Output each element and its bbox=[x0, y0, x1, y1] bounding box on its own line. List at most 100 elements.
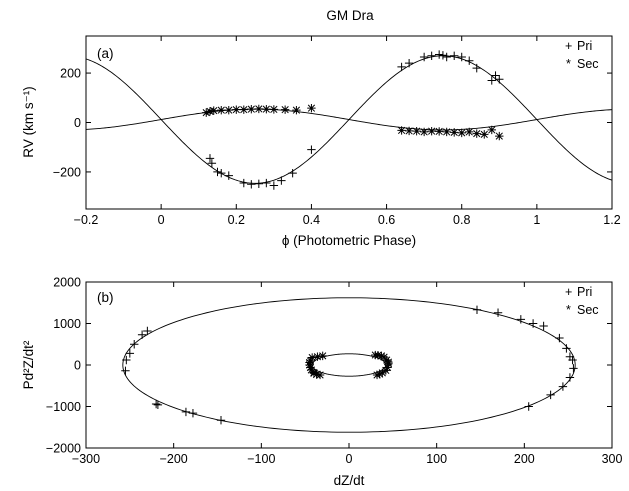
panel-a-secondary-point bbox=[397, 126, 406, 135]
panel-b-primary-point bbox=[555, 333, 564, 343]
panel-a-x-ticks: −0.2 0 0.2 0.4 0.6 0.8 1 1.2 bbox=[74, 36, 621, 227]
panel-b-legend-sec-label: Sec bbox=[577, 303, 599, 317]
panel-b-x-tick-label: 300 bbox=[602, 452, 623, 466]
panel-b-secondary-point bbox=[307, 353, 317, 362]
panel-b-secondary-point bbox=[383, 363, 392, 372]
panel-a-primary-point bbox=[254, 179, 264, 188]
panel-b-x-tick-label: −300 bbox=[72, 452, 100, 466]
panel-a-secondary-point bbox=[307, 103, 316, 113]
panel-a-y-tick-label: −200 bbox=[53, 165, 81, 179]
panel-a-primary-point bbox=[307, 145, 316, 154]
panel-a-secondary-point bbox=[202, 108, 211, 117]
panel-a-secondary-point bbox=[280, 105, 290, 114]
panel-a-x-tick-label: 0.8 bbox=[453, 213, 470, 227]
panel-a-legend-pri-label: Pri bbox=[577, 39, 592, 53]
panel-b-secondary-point bbox=[315, 370, 325, 380]
panel-b-y-tick-label: 1000 bbox=[53, 317, 81, 331]
panel-a-primary-points bbox=[205, 50, 504, 190]
panel-b-primary-point bbox=[516, 315, 526, 324]
panel-a-secondary-point bbox=[412, 126, 421, 136]
panel-b-x-ticks: −300 −200 −100 0 100 200 300 bbox=[72, 282, 623, 466]
panel-b-primary-point bbox=[122, 355, 131, 365]
panel-b-secondary-point bbox=[306, 356, 315, 366]
panel-b-primary-point bbox=[565, 373, 575, 382]
panel-b-legend-sec-symbol: * bbox=[566, 303, 571, 317]
panel-b-primary-point bbox=[539, 321, 548, 331]
panel-b-secondary-point bbox=[373, 351, 383, 360]
panel-b: (b) −300 −200 −100 0 100 200 300 200010000−100… bbox=[21, 276, 622, 489]
panel-a-primary-point bbox=[450, 51, 459, 60]
panel-a-label: (a) bbox=[97, 46, 114, 61]
panel-b-secondary-point bbox=[318, 351, 327, 361]
panel-b-primary-point bbox=[493, 308, 503, 317]
panel-a-secondary-point bbox=[427, 126, 436, 136]
panel-a-primary-point bbox=[213, 167, 222, 177]
panel-a-x-tick-label: 0 bbox=[158, 213, 165, 227]
panel-a-model-curves bbox=[85, 55, 613, 184]
panel-a-primary-point bbox=[247, 180, 256, 189]
panel-b-primary-point bbox=[130, 340, 139, 349]
panel-a-secondary-points bbox=[202, 103, 504, 141]
panel-b-secondary-point bbox=[305, 358, 314, 367]
panel-a-frame bbox=[85, 35, 613, 210]
panel-a-x-tick-label: 0.6 bbox=[378, 213, 395, 227]
panel-b-primary-point bbox=[546, 390, 555, 400]
panel-a-secondary-point bbox=[404, 126, 414, 136]
panel-a-primary-point bbox=[404, 58, 414, 68]
panel-a-secondary-point bbox=[217, 105, 226, 115]
panel-a-primary-point bbox=[397, 62, 406, 72]
panel-a-primary-point bbox=[487, 76, 496, 85]
panel-b-primary-point bbox=[216, 415, 226, 425]
panel-b-primary-point bbox=[188, 408, 198, 418]
panel-b-primary-point bbox=[153, 400, 163, 410]
panel-b-model-curves bbox=[122, 297, 576, 433]
panel-a-primary-point bbox=[427, 51, 436, 60]
panel-a-secondary-point bbox=[465, 127, 474, 137]
panel-a-primary-point bbox=[262, 178, 271, 188]
panel-b-legend: + Pri * Sec bbox=[565, 285, 599, 317]
panel-a-legend-pri-symbol: + bbox=[565, 39, 572, 53]
panel-b-secondary-point bbox=[306, 363, 315, 372]
panel-a-y-axis-label: RV (km s⁻¹) bbox=[21, 86, 36, 157]
panel-b-x-tick-label: 100 bbox=[426, 452, 447, 466]
panel-b-primary-point bbox=[181, 407, 191, 417]
panel-b-x-axis-label: dZ/dt bbox=[334, 473, 365, 488]
panel-a-secondary-point bbox=[232, 105, 241, 114]
panel-b-secondary-point bbox=[384, 357, 393, 367]
panel-a-secondary-model-curve bbox=[85, 108, 613, 131]
panel-b-primary-point bbox=[121, 366, 130, 376]
panel-b-x-tick-label: 0 bbox=[346, 452, 353, 466]
panel-a-secondary-point bbox=[450, 128, 459, 137]
panel-b-secondary-point bbox=[313, 352, 322, 361]
panel-b-primary-point bbox=[125, 349, 135, 358]
panel-a-secondary-point bbox=[239, 105, 248, 114]
panel-b-primary-point bbox=[143, 326, 152, 336]
panel-a-secondary-point bbox=[262, 104, 271, 114]
panel-b-legend-pri-label: Pri bbox=[577, 285, 592, 299]
panel-a-secondary-point bbox=[472, 129, 481, 138]
panel-b-primary-point bbox=[137, 330, 147, 339]
panel-b-secondary-point bbox=[309, 368, 319, 377]
panel-a-secondary-point bbox=[419, 127, 429, 137]
panel-b-frame bbox=[85, 281, 613, 449]
panel-a-y-tick-label: 0 bbox=[74, 116, 81, 130]
panel-b-secondary-point bbox=[372, 370, 382, 380]
panel-b-secondary-point bbox=[375, 369, 384, 379]
panel-b-primary-points bbox=[121, 305, 578, 425]
panel-a-secondary-point bbox=[487, 125, 496, 135]
panel-b-y-tick-label: −2000 bbox=[46, 442, 81, 456]
panel-a-x-tick-label: 1 bbox=[533, 213, 540, 227]
panel-a-secondary-point bbox=[209, 106, 218, 115]
panel-a-x-tick-label: −0.2 bbox=[74, 213, 99, 227]
panel-b-secondary-points bbox=[305, 350, 393, 380]
panel-a-primary-point bbox=[277, 176, 286, 185]
panel-a-primary-point bbox=[207, 159, 217, 168]
panel-a: GM Dra (a) −0.2 0 0.2 0.4 0.6 0.8 1 1.2 200 0 −20… bbox=[21, 8, 621, 248]
panel-a-primary-point bbox=[438, 51, 448, 60]
panel-a-primary-point bbox=[495, 75, 504, 84]
panel-b-primary-point bbox=[568, 355, 577, 365]
panel-b-primary-point bbox=[562, 344, 571, 353]
panel-a-x-tick-label: 0.4 bbox=[303, 213, 320, 227]
panel-a-primary-point bbox=[217, 168, 226, 178]
